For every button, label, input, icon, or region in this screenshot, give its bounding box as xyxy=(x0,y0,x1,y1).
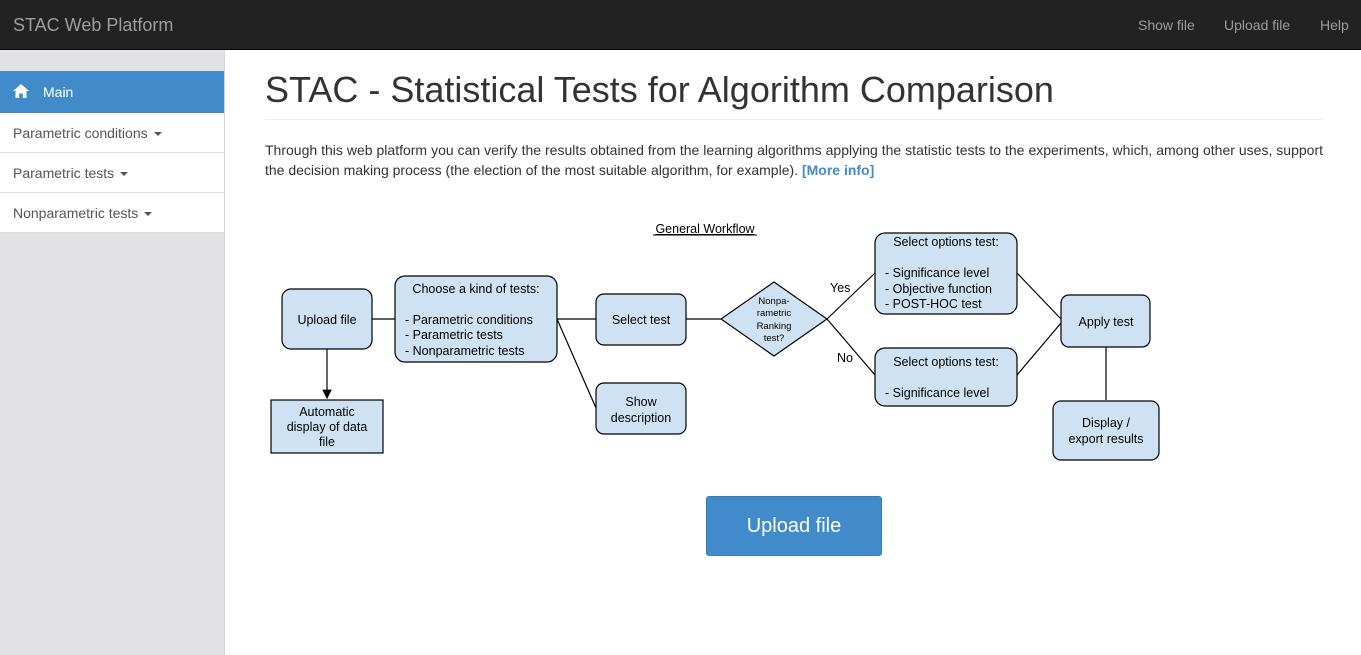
upload-file-button[interactable]: Upload file xyxy=(706,496,882,556)
svg-text:Display /: Display / xyxy=(1082,416,1130,430)
workflow-show-description: Show description xyxy=(595,382,687,435)
sidebar-item-label: Main xyxy=(43,84,74,100)
svg-text:Select options test:: Select options test: xyxy=(893,235,999,249)
caret-down-icon xyxy=(144,212,153,217)
svg-text:export results: export results xyxy=(1068,432,1143,446)
nav-upload-file[interactable]: Upload file xyxy=(1224,17,1291,33)
svg-text:Nonpa-: Nonpa- xyxy=(758,296,789,307)
svg-text:- Significance level: - Significance level xyxy=(885,386,989,400)
nav-help[interactable]: Help xyxy=(1320,17,1349,33)
workflow-diagram: General Workflow Upload file Automatic d… xyxy=(270,222,1160,461)
svg-text:- Parametric conditions: - Parametric conditions xyxy=(405,313,533,327)
workflow-title: General Workflow xyxy=(655,222,755,236)
svg-text:rametric: rametric xyxy=(757,308,792,319)
svg-text:Automatic: Automatic xyxy=(299,405,355,419)
top-navbar: STAC Web Platform Show file Upload file … xyxy=(0,0,1361,50)
sidebar: Main Parametric conditions Parametric te… xyxy=(0,50,225,655)
svg-text:Select options test:: Select options test: xyxy=(893,355,999,369)
sidebar-item-parametric-tests[interactable]: Parametric tests xyxy=(0,153,224,193)
intro-text: Through this web platform you can verify… xyxy=(265,142,1323,178)
workflow-auto-display: Automatic display of data file xyxy=(270,399,384,454)
caret-down-icon xyxy=(153,132,162,137)
more-info-link[interactable]: [More info] xyxy=(801,162,875,178)
svg-text:Show: Show xyxy=(625,395,657,409)
brand-link[interactable]: STAC Web Platform xyxy=(13,15,174,35)
svg-text:test?: test? xyxy=(764,333,785,344)
workflow-display-export: Display / export results xyxy=(1052,400,1160,461)
workflow-yes-label: Yes xyxy=(830,281,850,295)
caret-down-icon xyxy=(120,172,129,177)
svg-text:Upload file: Upload file xyxy=(297,313,356,327)
workflow-decision: Nonpa- rametric Ranking test? xyxy=(719,281,829,357)
sidebar-item-parametric-conditions[interactable]: Parametric conditions xyxy=(0,113,224,153)
svg-text:Select test: Select test xyxy=(612,313,671,327)
workflow-options-no: Select options test: - Significance leve… xyxy=(874,347,1018,407)
title-divider xyxy=(265,119,1323,120)
workflow-connectors xyxy=(322,272,1107,409)
home-icon xyxy=(13,84,29,98)
page-title: STAC - Statistical Tests for Algorithm C… xyxy=(265,69,1054,110)
svg-text:- Objective function: - Objective function xyxy=(885,282,992,296)
svg-text:Apply test: Apply test xyxy=(1079,315,1134,329)
svg-text:display of data: display of data xyxy=(287,420,368,434)
workflow-apply-test: Apply test xyxy=(1060,294,1151,348)
svg-text:- Parametric tests: - Parametric tests xyxy=(405,328,503,342)
svg-text:- POST-HOC test: - POST-HOC test xyxy=(885,297,982,311)
sidebar-item-label: Parametric tests xyxy=(13,165,115,181)
svg-text:file: file xyxy=(319,435,335,449)
intro-paragraph: Through this web platform you can verify… xyxy=(265,140,1323,180)
svg-text:- Significance level: - Significance level xyxy=(885,266,989,280)
sidebar-list: Main Parametric conditions Parametric te… xyxy=(0,71,224,233)
workflow-no-label: No xyxy=(837,351,853,365)
sidebar-item-label: Nonparametric tests xyxy=(13,205,139,221)
sidebar-item-label: Parametric conditions xyxy=(13,125,148,141)
workflow-select-test: Select test xyxy=(595,293,687,346)
svg-text:- Nonparametric tests: - Nonparametric tests xyxy=(405,344,524,358)
workflow-options-yes: Select options test: - Significance leve… xyxy=(874,232,1018,315)
svg-text:Choose a kind of tests:: Choose a kind of tests: xyxy=(412,282,539,296)
sidebar-item-main[interactable]: Main xyxy=(0,71,224,113)
svg-text:Ranking: Ranking xyxy=(757,321,792,332)
nav-show-file[interactable]: Show file xyxy=(1138,17,1195,33)
workflow-choose-tests: Choose a kind of tests: - Parametric con… xyxy=(394,275,558,363)
svg-text:description: description xyxy=(611,411,671,425)
sidebar-item-nonparametric-tests[interactable]: Nonparametric tests xyxy=(0,193,224,233)
workflow-upload-file: Upload file xyxy=(281,288,373,350)
